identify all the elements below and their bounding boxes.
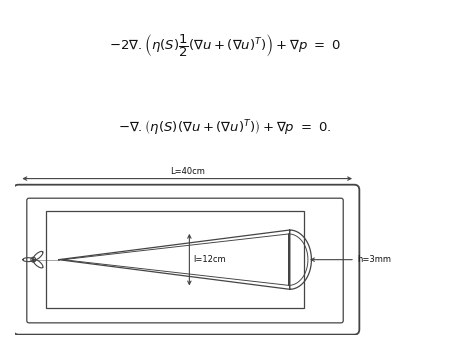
Bar [46,211,304,309]
Text: $-\nabla.\left(\eta(S)\left(\nabla u+(\nabla u)^T\right)\right)+\nabla p \ = \ 0: $-\nabla.\left(\eta(S)\left(\nabla u+(\n… [118,118,331,138]
FancyBboxPatch shape [13,185,359,335]
Text: h=3mm: h=3mm [357,255,392,264]
Text: L=40cm: L=40cm [170,167,205,176]
Text: $-2\nabla.\left(\eta(S)\dfrac{1}{2}\left(\nabla u+(\nabla u)^T\right)\right)+\na: $-2\nabla.\left(\eta(S)\dfrac{1}{2}\left… [109,32,340,59]
Text: l=12cm: l=12cm [193,255,225,264]
FancyBboxPatch shape [27,198,343,323]
